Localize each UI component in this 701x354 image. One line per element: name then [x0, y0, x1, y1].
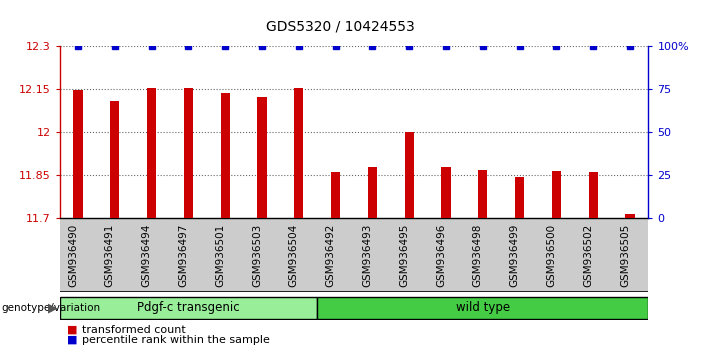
Text: ▶: ▶	[48, 302, 57, 314]
Text: GSM936495: GSM936495	[399, 224, 409, 287]
Bar	[589, 172, 598, 218]
Bar	[515, 177, 524, 218]
Text: Pdgf-c transgenic: Pdgf-c transgenic	[137, 302, 240, 314]
Bar	[478, 170, 487, 218]
Bar	[60, 297, 317, 319]
Text: GSM936505: GSM936505	[620, 224, 630, 287]
Bar	[404, 132, 414, 218]
Bar	[257, 97, 266, 218]
Bar	[442, 167, 451, 218]
Bar	[552, 171, 561, 218]
Text: GSM936494: GSM936494	[142, 224, 151, 287]
Text: GSM936496: GSM936496	[436, 224, 446, 287]
Bar	[221, 93, 230, 218]
Text: GSM936499: GSM936499	[510, 224, 519, 287]
Text: GSM936493: GSM936493	[362, 224, 372, 287]
Text: GSM936490: GSM936490	[68, 224, 78, 287]
Text: percentile rank within the sample: percentile rank within the sample	[82, 335, 270, 345]
Text: GSM936501: GSM936501	[215, 224, 225, 287]
Text: GSM936504: GSM936504	[289, 224, 299, 287]
Text: ■: ■	[67, 325, 77, 335]
Text: GSM936498: GSM936498	[472, 224, 483, 287]
Bar	[184, 87, 193, 218]
Bar	[147, 87, 156, 218]
Bar	[317, 297, 648, 319]
Bar	[110, 101, 119, 218]
Text: GSM936502: GSM936502	[583, 224, 593, 287]
Text: GSM936497: GSM936497	[178, 224, 189, 287]
Text: genotype/variation: genotype/variation	[1, 303, 100, 313]
Bar	[74, 90, 83, 218]
Text: GSM936503: GSM936503	[252, 224, 262, 287]
Bar	[331, 172, 340, 218]
Text: GSM936500: GSM936500	[546, 224, 557, 287]
Text: wild type: wild type	[456, 302, 510, 314]
Bar	[294, 87, 304, 218]
Text: GSM936492: GSM936492	[325, 224, 336, 287]
Bar	[368, 167, 377, 218]
Text: GDS5320 / 10424553: GDS5320 / 10424553	[266, 19, 414, 34]
Text: GSM936491: GSM936491	[104, 224, 115, 287]
Text: transformed count: transformed count	[82, 325, 186, 335]
Bar	[625, 214, 634, 218]
Text: ■: ■	[67, 335, 77, 345]
